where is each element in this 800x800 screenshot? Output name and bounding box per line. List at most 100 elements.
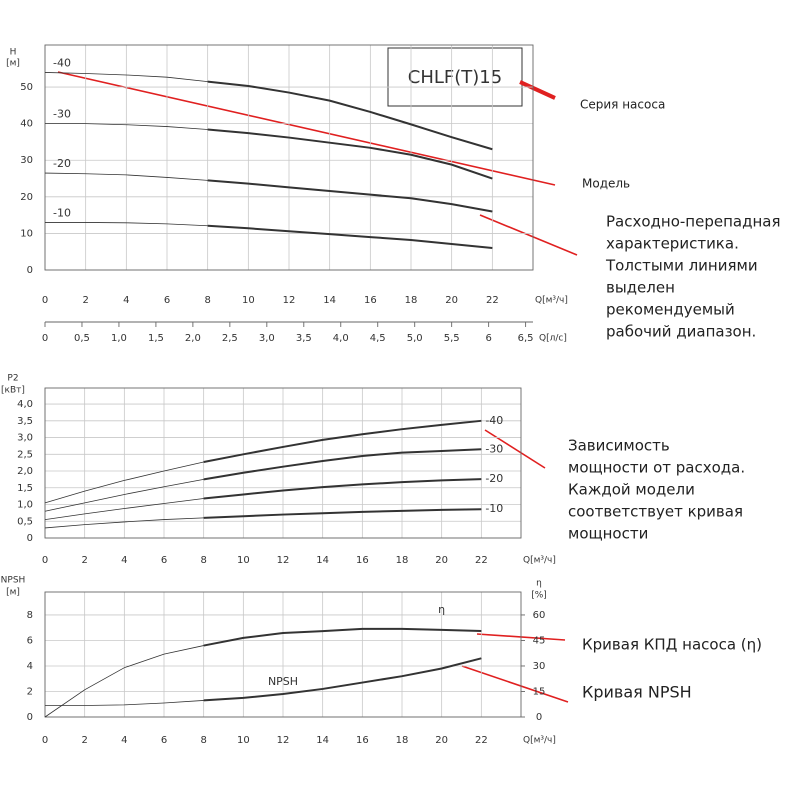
annotation-line: рабочий диапазон.	[606, 323, 756, 341]
y-axis-label: P2	[7, 374, 18, 384]
x2-tick-label: 2,5	[222, 333, 238, 344]
y2-axis-label: η	[536, 579, 542, 589]
y-tick-label: 0,5	[17, 516, 33, 527]
x2-axis-label: Q[л/с]	[539, 334, 567, 344]
x2-tick-label: 4,5	[370, 333, 386, 344]
x-tick-label: 6	[161, 735, 167, 746]
series-label: NPSH	[268, 675, 298, 688]
x2-tick-label: 0	[42, 333, 48, 344]
x-tick-label: 20	[435, 555, 448, 566]
x-tick-label: 18	[396, 735, 409, 746]
y2-tick-label: 45	[533, 635, 546, 646]
annotation-line: Серия насоса	[580, 98, 665, 112]
recommended-range-curve	[203, 419, 482, 463]
recommended-range-curve	[203, 478, 482, 500]
curve	[44, 448, 482, 512]
y-tick-label: 8	[27, 610, 33, 621]
curve	[44, 172, 493, 212]
pointer-line	[519, 80, 556, 100]
annotation-line: характеристика.	[606, 235, 739, 253]
annotation-line: соответствует кривая	[568, 503, 743, 521]
y-axis-label: [м]	[6, 588, 20, 598]
series-label: -20	[53, 157, 71, 170]
x2-tick-label: 5,5	[444, 333, 460, 344]
recommended-range-curve	[203, 627, 482, 647]
y-tick-label: 20	[20, 192, 33, 203]
y-tick-label: 4,0	[17, 399, 33, 410]
x-tick-label: 2	[81, 555, 87, 566]
y-tick-label: 1,5	[17, 483, 33, 494]
x-tick-label: 22	[475, 735, 488, 746]
x-tick-label: 14	[323, 295, 336, 306]
y-tick-label: 30	[20, 155, 33, 166]
x-tick-label: 10	[242, 295, 255, 306]
plot-frame	[44, 44, 534, 271]
x-tick-label: 4	[121, 555, 127, 566]
y2-axis-label: [%]	[531, 591, 547, 601]
title-box	[387, 47, 523, 107]
annotation-line: мощности от расхода.	[568, 459, 745, 477]
x2-tick-label: 6,5	[518, 333, 534, 344]
y-tick-label: 50	[20, 82, 33, 93]
x2-tick-label: 6	[485, 333, 491, 344]
annotation-line: выделен	[606, 279, 675, 297]
x-tick-label: 22	[486, 295, 499, 306]
pointer-line	[461, 665, 569, 703]
x2-tick-label: 4,0	[333, 333, 349, 344]
x-tick-label: 12	[283, 295, 296, 306]
x2-tick-label: 3,5	[296, 333, 312, 344]
y-axis-label: [м]	[6, 59, 20, 69]
series-label: -20	[485, 472, 503, 485]
annotation-line: Расходно-перепадная	[606, 213, 781, 231]
x-tick-label: 6	[164, 295, 170, 306]
series-label: -40	[485, 414, 503, 427]
chart-title: CHLF(T)15	[408, 67, 502, 88]
pointer-line	[484, 429, 546, 469]
y-tick-label: 0	[27, 265, 33, 276]
y-tick-label: 2	[27, 686, 33, 697]
y-tick-label: 6	[27, 635, 33, 646]
x2-tick-label: 1,0	[111, 333, 127, 344]
y-tick-label: 10	[20, 228, 33, 239]
x2-tick-label: 5,0	[407, 333, 423, 344]
x-tick-label: 6	[161, 555, 167, 566]
series-label: -10	[53, 206, 71, 219]
x-tick-label: 18	[396, 555, 409, 566]
recommended-range-curve	[207, 179, 493, 213]
y-tick-label: 3,0	[17, 433, 33, 444]
annotation-line: Каждой модели	[568, 481, 695, 499]
x-tick-label: 0	[42, 735, 48, 746]
x-tick-label: 2	[81, 735, 87, 746]
x2-tick-label: 3,0	[259, 333, 275, 344]
series-label: η	[438, 603, 445, 616]
x-axis-label: Q[м³/ч]	[523, 736, 556, 746]
x-tick-label: 20	[435, 735, 448, 746]
annotation-line: Кривая КПД насоса (η)	[582, 636, 762, 654]
x-tick-label: 0	[42, 295, 48, 306]
x-axis-label: Q[м³/ч]	[535, 296, 568, 306]
y2-tick-label: 60	[533, 610, 546, 621]
plot-frame	[44, 387, 522, 539]
annotation-line: Модель	[582, 177, 630, 191]
y2-tick-label: 30	[533, 661, 546, 672]
annotation-line: Кривая NPSH	[582, 683, 692, 702]
plot-frame	[44, 591, 522, 718]
y-tick-label: 3,5	[17, 416, 33, 427]
annotation-line: мощности	[568, 525, 648, 543]
y-tick-label: 2,0	[17, 466, 33, 477]
x-tick-label: 8	[200, 735, 206, 746]
x-tick-label: 8	[200, 555, 206, 566]
curve	[45, 123, 493, 179]
y-axis-label: H	[10, 48, 17, 58]
y-tick-label: 0	[27, 533, 33, 544]
x2-tick-label: 0,5	[74, 333, 90, 344]
curve	[45, 222, 493, 249]
y2-tick-label: 15	[533, 686, 546, 697]
x-tick-label: 10	[237, 735, 250, 746]
y-tick-label: 1,0	[17, 500, 33, 511]
x-tick-label: 16	[356, 735, 369, 746]
x-tick-label: 20	[445, 295, 458, 306]
x-axis-label: Q[м³/ч]	[523, 556, 556, 566]
x-tick-label: 2	[82, 295, 88, 306]
